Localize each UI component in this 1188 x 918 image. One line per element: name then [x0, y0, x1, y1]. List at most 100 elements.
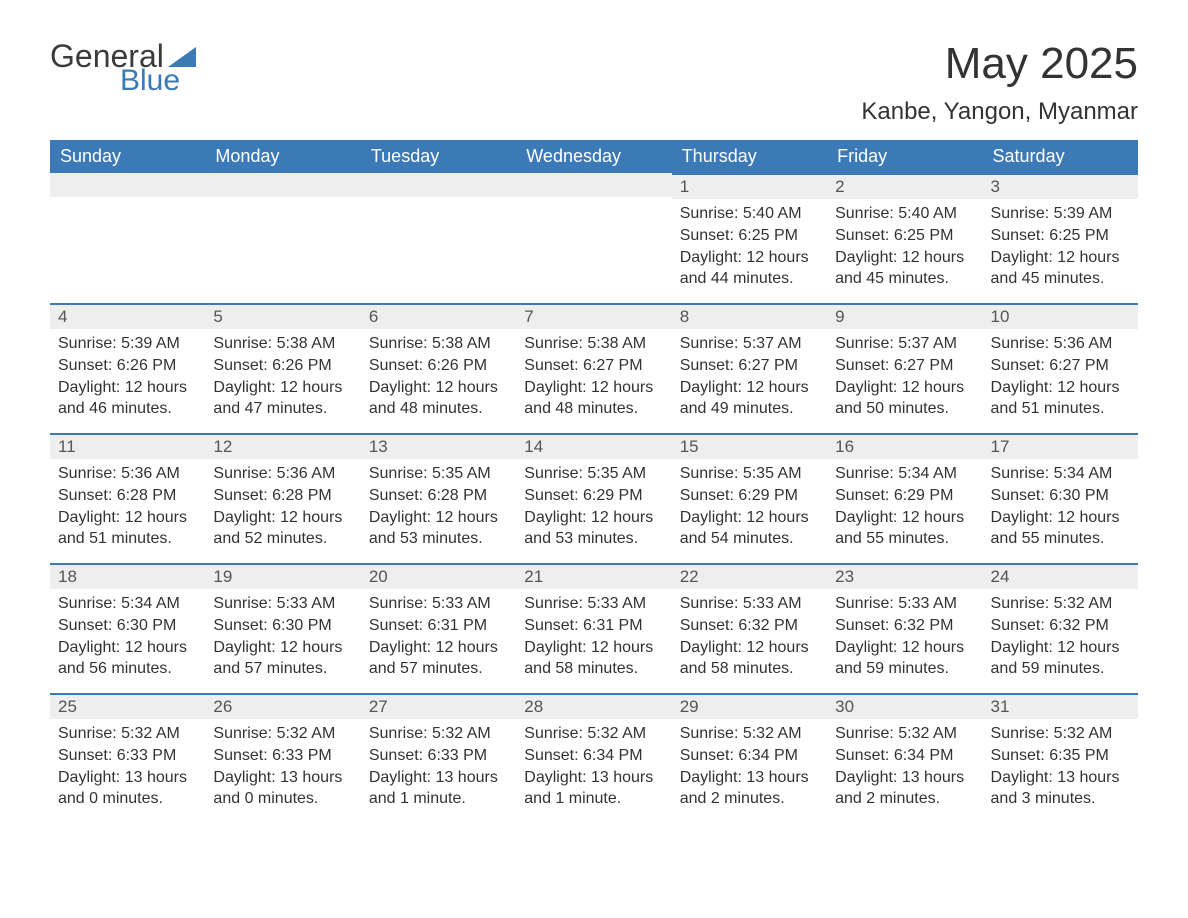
- daylight-label: Daylight:: [835, 769, 902, 786]
- daylight-label: Daylight:: [58, 639, 125, 656]
- sunrise-label: Sunrise:: [369, 465, 432, 482]
- sunset-value: 6:29 PM: [894, 487, 954, 504]
- day-number: 26: [205, 693, 360, 719]
- calendar-day-cell: 22Sunrise: 5:33 AMSunset: 6:32 PMDayligh…: [672, 563, 827, 693]
- sunrise-label: Sunrise:: [991, 205, 1054, 222]
- daylight-line: Daylight: 12 hours and 56 minutes.: [58, 637, 197, 680]
- sunset-value: 6:35 PM: [1049, 747, 1109, 764]
- month-title: May 2025: [861, 40, 1138, 88]
- sunrise-label: Sunrise:: [991, 465, 1054, 482]
- calendar-thead: SundayMondayTuesdayWednesdayThursdayFrid…: [50, 140, 1138, 173]
- calendar-day-cell: 5Sunrise: 5:38 AMSunset: 6:26 PMDaylight…: [205, 303, 360, 433]
- sunset-line: Sunset: 6:32 PM: [991, 615, 1130, 637]
- day-body: Sunrise: 5:38 AMSunset: 6:27 PMDaylight:…: [516, 329, 671, 423]
- daylight-label: Daylight:: [213, 379, 280, 396]
- sunrise-value: 5:33 AM: [277, 595, 336, 612]
- calendar-day-cell: 23Sunrise: 5:33 AMSunset: 6:32 PMDayligh…: [827, 563, 982, 693]
- sunset-line: Sunset: 6:35 PM: [991, 745, 1130, 767]
- daylight-line: Daylight: 12 hours and 53 minutes.: [524, 507, 663, 550]
- day-body: Sunrise: 5:35 AMSunset: 6:29 PMDaylight:…: [672, 459, 827, 553]
- daylight-line: Daylight: 12 hours and 51 minutes.: [991, 377, 1130, 420]
- sunrise-label: Sunrise:: [680, 205, 743, 222]
- sunrise-line: Sunrise: 5:32 AM: [58, 723, 197, 745]
- day-number: 15: [672, 433, 827, 459]
- sunrise-line: Sunrise: 5:37 AM: [680, 333, 819, 355]
- calendar-day-cell: 1Sunrise: 5:40 AMSunset: 6:25 PMDaylight…: [672, 173, 827, 303]
- sunset-label: Sunset:: [524, 487, 583, 504]
- daylight-line: Daylight: 13 hours and 3 minutes.: [991, 767, 1130, 810]
- sunset-value: 6:25 PM: [738, 227, 798, 244]
- sunrise-value: 5:32 AM: [898, 725, 957, 742]
- sunset-label: Sunset:: [524, 747, 583, 764]
- sunset-label: Sunset:: [835, 747, 894, 764]
- sunset-label: Sunset:: [213, 747, 272, 764]
- sunrise-label: Sunrise:: [58, 725, 121, 742]
- day-number: 2: [827, 173, 982, 199]
- calendar-empty-cell: [50, 173, 205, 303]
- day-number: 20: [361, 563, 516, 589]
- day-body: Sunrise: 5:34 AMSunset: 6:29 PMDaylight:…: [827, 459, 982, 553]
- calendar-day-cell: 27Sunrise: 5:32 AMSunset: 6:33 PMDayligh…: [361, 693, 516, 823]
- sunset-label: Sunset:: [835, 487, 894, 504]
- sunrise-value: 5:33 AM: [587, 595, 646, 612]
- calendar-day-cell: 24Sunrise: 5:32 AMSunset: 6:32 PMDayligh…: [983, 563, 1138, 693]
- day-body: Sunrise: 5:40 AMSunset: 6:25 PMDaylight:…: [672, 199, 827, 293]
- sunset-label: Sunset:: [680, 617, 739, 634]
- sunrise-label: Sunrise:: [369, 725, 432, 742]
- day-body: Sunrise: 5:40 AMSunset: 6:25 PMDaylight:…: [827, 199, 982, 293]
- calendar-day-cell: 31Sunrise: 5:32 AMSunset: 6:35 PMDayligh…: [983, 693, 1138, 823]
- day-body: Sunrise: 5:39 AMSunset: 6:25 PMDaylight:…: [983, 199, 1138, 293]
- daylight-line: Daylight: 13 hours and 2 minutes.: [680, 767, 819, 810]
- daylight-label: Daylight:: [524, 509, 591, 526]
- sunrise-line: Sunrise: 5:32 AM: [680, 723, 819, 745]
- sunset-value: 6:27 PM: [583, 357, 643, 374]
- sunset-line: Sunset: 6:28 PM: [213, 485, 352, 507]
- sunset-label: Sunset:: [524, 617, 583, 634]
- sunset-label: Sunset:: [991, 747, 1050, 764]
- sunset-value: 6:32 PM: [738, 617, 798, 634]
- daylight-line: Daylight: 12 hours and 53 minutes.: [369, 507, 508, 550]
- sunset-label: Sunset:: [369, 617, 428, 634]
- daylight-line: Daylight: 12 hours and 45 minutes.: [991, 247, 1130, 290]
- sunset-line: Sunset: 6:27 PM: [991, 355, 1130, 377]
- day-body: Sunrise: 5:33 AMSunset: 6:31 PMDaylight:…: [516, 589, 671, 683]
- day-header: Tuesday: [361, 140, 516, 173]
- day-number: 4: [50, 303, 205, 329]
- sunset-value: 6:26 PM: [428, 357, 488, 374]
- sunset-value: 6:34 PM: [738, 747, 798, 764]
- sunset-line: Sunset: 6:29 PM: [835, 485, 974, 507]
- sunrise-label: Sunrise:: [835, 205, 898, 222]
- sunrise-line: Sunrise: 5:35 AM: [680, 463, 819, 485]
- sunrise-value: 5:36 AM: [121, 465, 180, 482]
- day-body: Sunrise: 5:38 AMSunset: 6:26 PMDaylight:…: [361, 329, 516, 423]
- calendar-day-cell: 19Sunrise: 5:33 AMSunset: 6:30 PMDayligh…: [205, 563, 360, 693]
- sunrise-line: Sunrise: 5:33 AM: [524, 593, 663, 615]
- day-body: Sunrise: 5:33 AMSunset: 6:32 PMDaylight:…: [827, 589, 982, 683]
- daylight-label: Daylight:: [369, 639, 436, 656]
- sunset-line: Sunset: 6:30 PM: [213, 615, 352, 637]
- day-header: Sunday: [50, 140, 205, 173]
- sunrise-value: 5:35 AM: [432, 465, 491, 482]
- day-number: 6: [361, 303, 516, 329]
- day-body: Sunrise: 5:37 AMSunset: 6:27 PMDaylight:…: [827, 329, 982, 423]
- sunrise-label: Sunrise:: [835, 335, 898, 352]
- day-body: Sunrise: 5:36 AMSunset: 6:28 PMDaylight:…: [50, 459, 205, 553]
- sunrise-value: 5:37 AM: [898, 335, 957, 352]
- sunset-line: Sunset: 6:25 PM: [991, 225, 1130, 247]
- sunset-value: 6:34 PM: [894, 747, 954, 764]
- sunrise-label: Sunrise:: [369, 595, 432, 612]
- calendar-day-cell: 26Sunrise: 5:32 AMSunset: 6:33 PMDayligh…: [205, 693, 360, 823]
- sunrise-value: 5:34 AM: [898, 465, 957, 482]
- sunrise-line: Sunrise: 5:38 AM: [213, 333, 352, 355]
- daylight-line: Daylight: 12 hours and 48 minutes.: [524, 377, 663, 420]
- day-number: 18: [50, 563, 205, 589]
- day-number: 10: [983, 303, 1138, 329]
- sunrise-line: Sunrise: 5:33 AM: [680, 593, 819, 615]
- sunset-label: Sunset:: [991, 357, 1050, 374]
- calendar-day-cell: 8Sunrise: 5:37 AMSunset: 6:27 PMDaylight…: [672, 303, 827, 433]
- sunset-line: Sunset: 6:29 PM: [680, 485, 819, 507]
- brand-logo: General Blue: [50, 40, 196, 96]
- sunrise-line: Sunrise: 5:32 AM: [213, 723, 352, 745]
- sunset-line: Sunset: 6:32 PM: [680, 615, 819, 637]
- sunrise-value: 5:32 AM: [743, 725, 802, 742]
